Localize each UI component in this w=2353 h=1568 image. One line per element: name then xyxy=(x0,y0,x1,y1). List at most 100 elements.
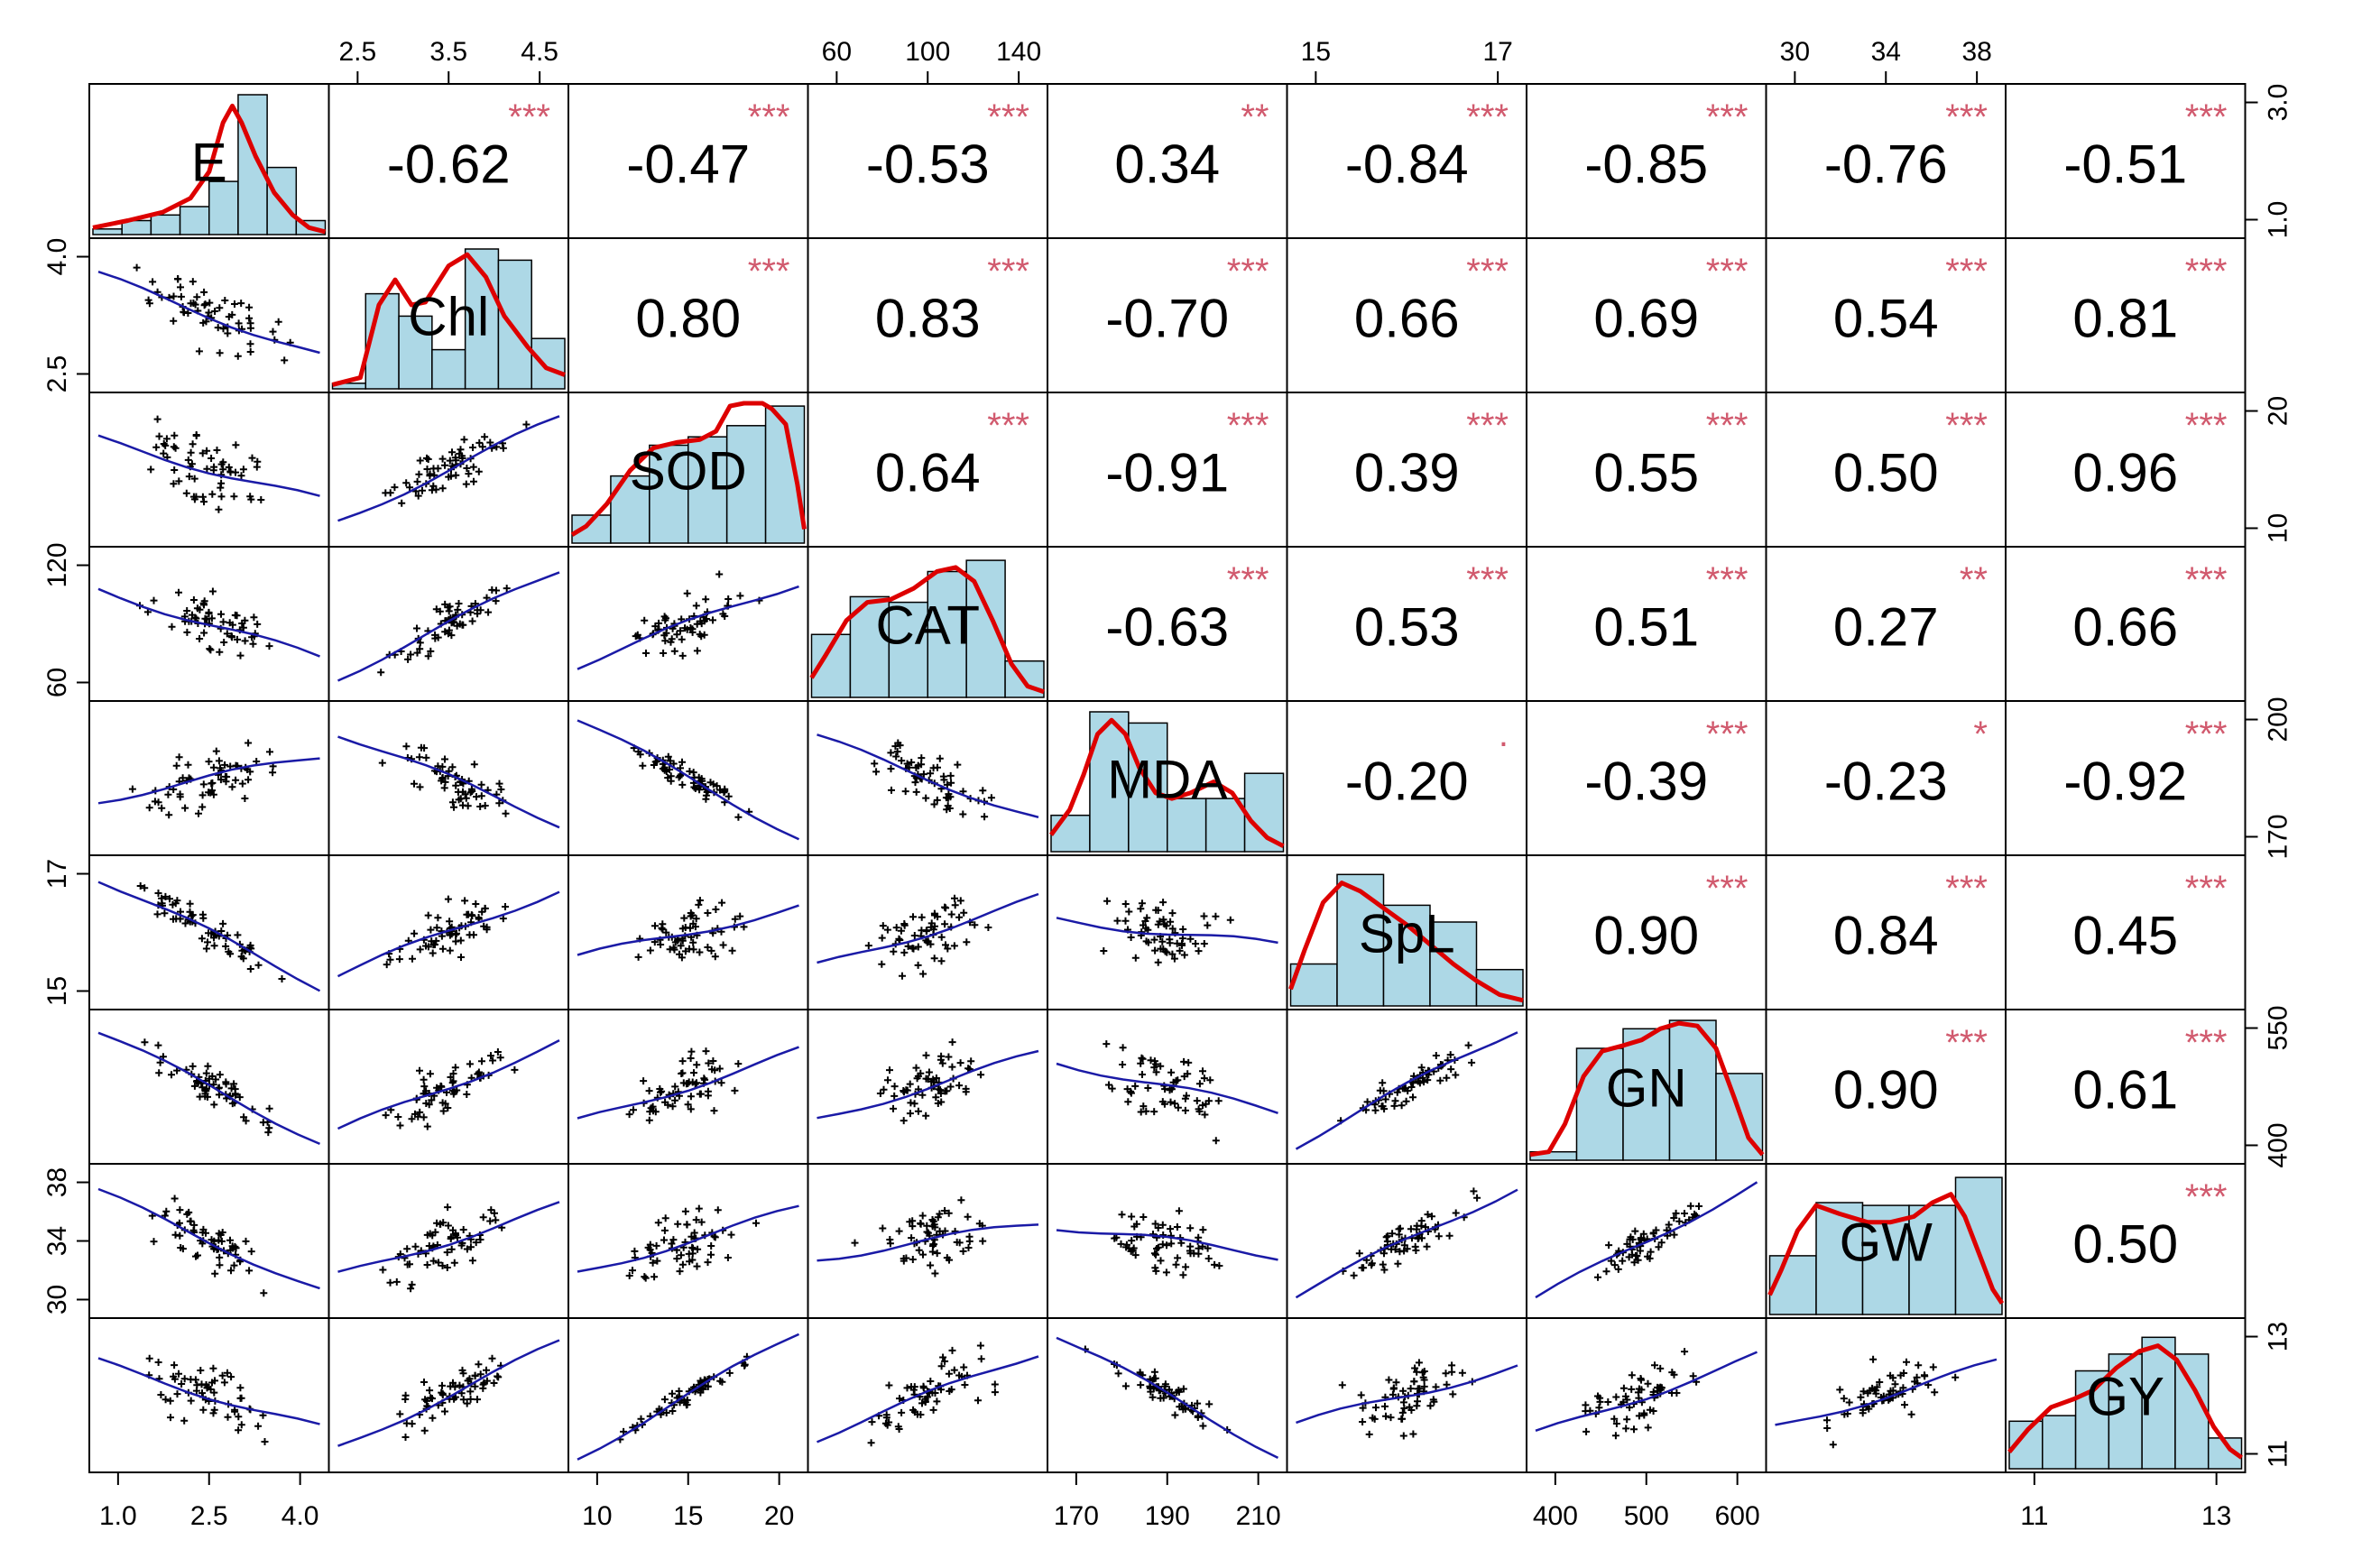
scatter-point xyxy=(236,1384,245,1392)
scatter-point xyxy=(274,318,282,326)
scatter-point xyxy=(378,759,386,767)
scatter-point xyxy=(246,493,254,501)
scatter-point xyxy=(396,1121,404,1130)
scatter-point xyxy=(728,946,736,955)
scatter-point xyxy=(1215,1262,1223,1269)
scatter-point xyxy=(1443,1380,1451,1388)
scatter-point xyxy=(202,1069,210,1077)
scatter-point xyxy=(908,759,916,766)
scatter-point xyxy=(959,810,967,818)
scatter-point xyxy=(424,911,432,919)
scatter-point xyxy=(1903,1358,1910,1366)
scatter-point xyxy=(641,1273,649,1281)
scatter-point xyxy=(221,761,229,769)
axis-tick-label: 30 xyxy=(1780,37,1810,67)
scatter-point xyxy=(203,1384,211,1392)
scatter-point xyxy=(193,293,201,301)
correlation-value: 0.64 xyxy=(875,443,981,503)
smooth-line xyxy=(817,1355,1039,1443)
significance-stars: *** xyxy=(1945,1023,1988,1063)
scatter-point xyxy=(714,1206,722,1214)
scatter-point xyxy=(1411,1364,1419,1372)
scatter-point xyxy=(1840,1395,1848,1403)
scatter-point xyxy=(1681,1210,1688,1217)
scatter-point xyxy=(250,613,258,622)
scatter-point xyxy=(1424,1076,1432,1084)
scatter-point xyxy=(210,1237,218,1245)
histogram-bar xyxy=(179,206,210,235)
scatter-point xyxy=(673,1255,681,1263)
scatter-point xyxy=(227,1267,235,1275)
scatter-point xyxy=(450,1259,458,1267)
scatter-point xyxy=(1180,1073,1188,1081)
scatter-point xyxy=(443,1264,451,1271)
scatter-point xyxy=(186,1217,194,1225)
scatter-point xyxy=(1159,899,1167,907)
axis-tick-label: 170 xyxy=(1054,1501,1099,1531)
scatter-point xyxy=(441,600,449,608)
scatter-point xyxy=(415,753,423,761)
correlation-value: 0.34 xyxy=(1114,134,1220,195)
smooth-line xyxy=(97,1187,320,1290)
scatter-point xyxy=(409,955,416,963)
scatter-point xyxy=(1675,1217,1684,1225)
correlation-value: 0.81 xyxy=(2072,289,2178,349)
scatter-point xyxy=(1124,1098,1132,1106)
scatter-point xyxy=(731,915,739,923)
scatter-point xyxy=(1199,1067,1206,1075)
scatter-point xyxy=(660,650,668,657)
scatter-point xyxy=(219,466,227,474)
variable-label: E xyxy=(191,133,227,193)
scatter-point xyxy=(246,965,254,973)
scatter-point xyxy=(1199,1226,1207,1234)
scatter-point xyxy=(1368,1259,1376,1268)
scatter-point xyxy=(700,617,708,625)
scatter-point xyxy=(884,1076,891,1084)
scatter-point xyxy=(386,1278,394,1287)
scatter-point xyxy=(1204,1097,1213,1105)
scatter-point xyxy=(632,632,640,641)
scatter-point xyxy=(686,768,694,775)
scatter-point xyxy=(199,1406,208,1414)
scatter-point xyxy=(903,1384,911,1392)
scatter-point xyxy=(1132,1220,1140,1228)
axis-tick-label: 140 xyxy=(996,37,1041,67)
histogram-bar xyxy=(1050,814,1091,853)
scatter-point xyxy=(245,314,254,322)
scatter-point xyxy=(383,961,391,969)
scatter-point xyxy=(232,1244,240,1252)
scatter-point xyxy=(712,906,720,913)
scatter-point xyxy=(1359,1404,1367,1412)
scatter-point xyxy=(1896,1371,1905,1379)
scatter-point xyxy=(145,804,153,812)
scatter-point xyxy=(404,655,412,663)
scatter-point xyxy=(1426,1402,1435,1410)
scatter-point xyxy=(226,950,235,958)
scatter-point xyxy=(917,1220,925,1228)
scatter-point xyxy=(231,1242,239,1250)
scatter-point xyxy=(957,1196,965,1204)
scatter-point xyxy=(249,640,257,648)
scatter-point xyxy=(192,1387,200,1395)
scatter-point xyxy=(457,954,465,961)
scatter-point xyxy=(1149,1393,1157,1401)
scatter-point xyxy=(448,1245,456,1253)
scatter-point xyxy=(943,780,951,789)
scatter-point xyxy=(1921,1371,1928,1379)
scatter-point xyxy=(451,1064,459,1072)
axis-tick-label: 2.5 xyxy=(42,355,72,393)
scatter-point xyxy=(927,1077,936,1085)
scatter-point xyxy=(1931,1388,1939,1397)
scatter-point xyxy=(502,903,509,910)
scatter-point xyxy=(1634,1388,1642,1397)
scatter-point xyxy=(476,1370,484,1379)
scatter-point xyxy=(463,1091,471,1098)
scatter-point xyxy=(876,1090,884,1097)
histogram-bar xyxy=(2141,1336,2176,1470)
scatter-point xyxy=(1166,1086,1174,1094)
scatter-point xyxy=(906,1110,914,1118)
scatter-point xyxy=(454,605,462,613)
scatter-point xyxy=(948,1063,956,1071)
scatter-point xyxy=(449,1379,457,1387)
scatter-point xyxy=(241,795,249,802)
